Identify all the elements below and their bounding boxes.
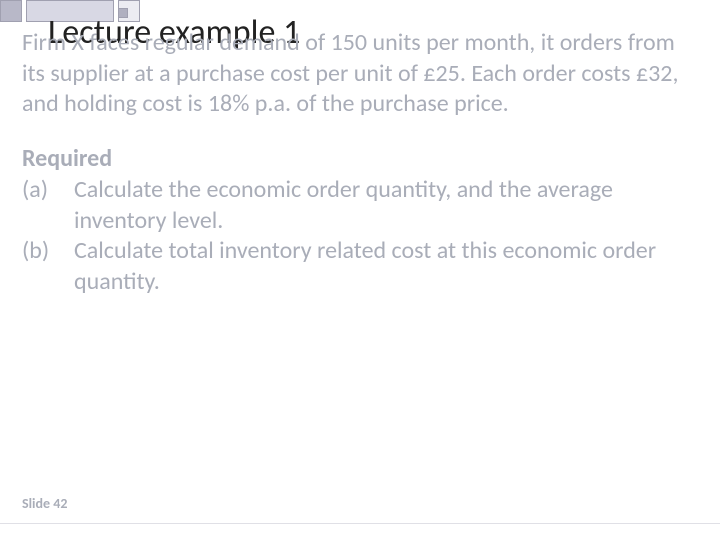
- problem-paragraph: Firm X faces regular demand of 150 units…: [22, 28, 698, 120]
- footer-rule: [0, 523, 720, 524]
- required-heading: Required: [22, 144, 698, 175]
- item-text: Calculate total inventory related cost a…: [74, 236, 698, 297]
- slide-number: Slide 42: [22, 495, 67, 512]
- item-letter: (a): [22, 175, 66, 236]
- slide-body: Firm X faces regular demand of 150 units…: [22, 28, 698, 298]
- required-item-a: (a) Calculate the economic order quantit…: [22, 175, 698, 236]
- deco-square-1: [0, 0, 22, 22]
- required-item-b: (b) Calculate total inventory related co…: [22, 236, 698, 297]
- required-list: (a) Calculate the economic order quantit…: [22, 175, 698, 298]
- item-letter: (b): [22, 236, 66, 297]
- item-text: Calculate the economic order quantity, a…: [74, 175, 698, 236]
